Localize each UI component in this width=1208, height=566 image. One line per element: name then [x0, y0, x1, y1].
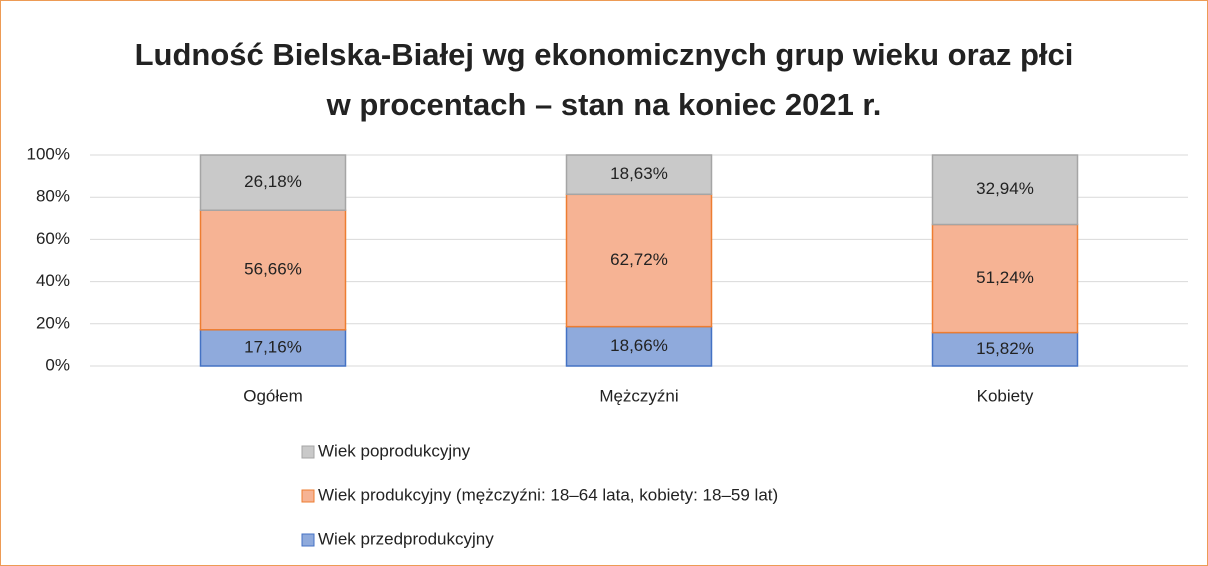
- data-label: 56,66%: [244, 260, 302, 279]
- data-label: 17,16%: [244, 337, 302, 356]
- y-tick-label: 0%: [45, 355, 70, 374]
- x-tick-label: Mężczyźni: [599, 386, 678, 405]
- legend-swatch: [301, 489, 315, 503]
- data-label: 26,18%: [244, 172, 302, 191]
- y-tick-label: 100%: [27, 144, 70, 163]
- data-label: 51,24%: [976, 268, 1034, 287]
- bar-segment: [931, 223, 1079, 334]
- data-label: 32,94%: [976, 179, 1034, 198]
- data-label: 62,72%: [610, 250, 668, 269]
- legend-label: Wiek poprodukcyjny: [318, 441, 471, 460]
- bar-segment: [931, 154, 1079, 226]
- chart-title: Ludność Bielska-Białej wg ekonomicznych …: [134, 37, 1074, 122]
- y-tick-label: 80%: [36, 187, 70, 206]
- bar-segment: [565, 154, 713, 196]
- legend-label: Wiek produkcyjny (mężczyźni: 18–64 lata,…: [318, 485, 778, 504]
- data-label: 18,63%: [610, 164, 668, 183]
- y-tick-label: 40%: [36, 271, 70, 290]
- x-tick-label: Ogółem: [243, 386, 303, 405]
- bar-segment: [565, 193, 713, 328]
- x-tick-label: Kobiety: [977, 386, 1034, 405]
- data-label: 18,66%: [610, 336, 668, 355]
- legend-swatch: [301, 445, 315, 459]
- y-tick-label: 60%: [36, 229, 70, 248]
- data-label: 15,82%: [976, 339, 1034, 358]
- legend-label: Wiek przedprodukcyjny: [318, 529, 494, 548]
- legend-swatch: [301, 533, 315, 547]
- bar-segment: [199, 329, 347, 367]
- bar-segment: [199, 209, 347, 331]
- bar-segment: [931, 331, 1079, 367]
- y-tick-label: 20%: [36, 313, 70, 332]
- bar-segment: [199, 154, 347, 211]
